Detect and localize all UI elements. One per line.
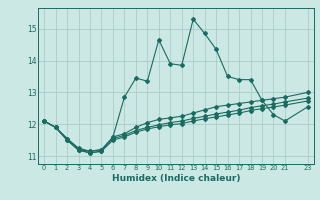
X-axis label: Humidex (Indice chaleur): Humidex (Indice chaleur) [112,174,240,183]
